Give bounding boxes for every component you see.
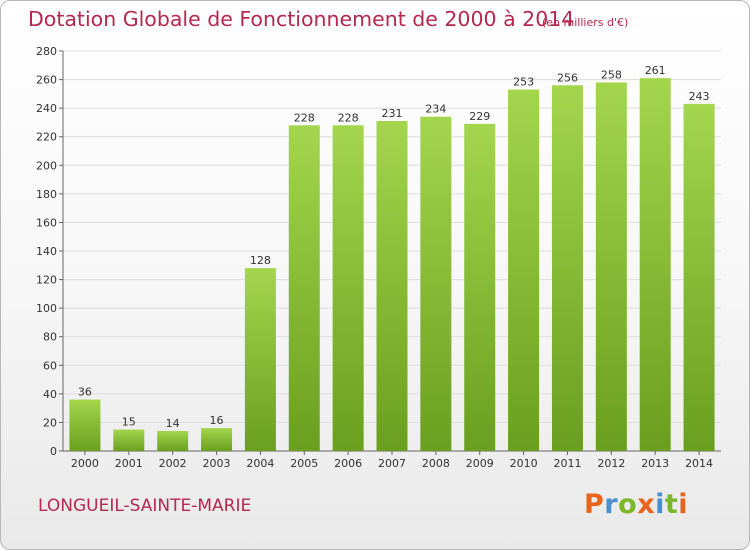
x-tick-labels: 2000 2001 2002 2003 2004 2005 2006 2007 2008 2009…	[71, 457, 713, 470]
x-tick-label: 2004	[246, 457, 274, 470]
y-tick-label: 280	[36, 45, 57, 58]
bar-2014	[683, 103, 715, 451]
data-label-2011: 256	[557, 71, 578, 84]
logo-letter: o	[618, 489, 638, 520]
data-labels: 36 15 14 16 128 228 228 231 234 229 253 256 258 261 24…	[78, 64, 710, 430]
bar-2005	[288, 125, 320, 452]
x-tick-label: 2012	[597, 457, 625, 470]
data-label-2001: 15	[122, 416, 136, 429]
data-label-2013: 261	[645, 64, 666, 77]
logo-letter: t	[664, 489, 679, 520]
data-label-2004: 128	[250, 254, 271, 267]
data-label-2000: 36	[78, 386, 92, 399]
y-tick-label: 60	[43, 359, 57, 372]
x-tick-label: 2005	[290, 457, 318, 470]
y-tick-label: 0	[50, 445, 57, 458]
bars	[69, 78, 715, 452]
bar-2012	[595, 82, 627, 451]
commune-name: LONGUEIL-SAINTE-MARIE	[38, 496, 252, 516]
x-tick-label: 2006	[334, 457, 362, 470]
y-tick-label: 200	[36, 159, 57, 172]
logo-letter: i	[655, 489, 665, 520]
x-tick-label: 2010	[510, 457, 538, 470]
logo-letter: x	[637, 489, 656, 520]
y-tick-label: 240	[36, 102, 57, 115]
proxiti-logo: Proxiti	[584, 489, 688, 520]
logo-letter: P	[584, 489, 605, 520]
y-tick-label: 220	[36, 131, 57, 144]
y-tick-label: 120	[36, 274, 57, 287]
x-tick-label: 2001	[115, 457, 143, 470]
y-tick-label: 100	[36, 302, 57, 315]
bar-2007	[376, 121, 408, 451]
y-tick-labels: 0 20 40 60 80 100 120 140 160 180 200 220 240 260 280	[36, 45, 57, 458]
bar-2006	[332, 125, 364, 452]
x-tick-label: 2002	[159, 457, 187, 470]
x-tick-label: 2014	[685, 457, 713, 470]
y-tick-label: 20	[43, 416, 57, 429]
chart-subtitle: (en milliers d'€)	[542, 16, 629, 29]
x-tick-label: 2007	[378, 457, 406, 470]
bar-2004	[244, 268, 276, 451]
data-label-2003: 16	[210, 414, 224, 427]
logo-letter: i	[678, 489, 689, 520]
y-tick-label: 160	[36, 216, 57, 229]
bar-2008	[420, 116, 452, 451]
bar-2001	[113, 429, 145, 451]
bar-2000	[69, 399, 101, 451]
x-tick-label: 2009	[466, 457, 494, 470]
x-tick-label: 2013	[641, 457, 669, 470]
bar-2009	[464, 123, 496, 451]
y-tick-label: 180	[36, 188, 57, 201]
data-label-2014: 243	[689, 90, 710, 103]
x-tick-label: 2011	[553, 457, 581, 470]
bar-2013	[639, 78, 671, 452]
x-tick-label: 2003	[203, 457, 231, 470]
y-tick-label: 40	[43, 388, 57, 401]
data-label-2005: 228	[294, 111, 315, 124]
bar-2010	[508, 89, 540, 452]
data-label-2010: 253	[513, 76, 534, 89]
y-tick-label: 80	[43, 331, 57, 344]
y-tick-label: 260	[36, 74, 57, 87]
bar-2011	[551, 85, 583, 452]
x-tick-label: 2008	[422, 457, 450, 470]
bar-2002	[157, 431, 189, 451]
chart-title: Dotation Globale de Fonctionnement de 20…	[28, 7, 575, 31]
data-label-2012: 258	[601, 68, 622, 81]
x-tick-label: 2000	[71, 457, 99, 470]
data-label-2009: 229	[469, 110, 490, 123]
logo-letter: r	[604, 489, 619, 520]
data-label-2006: 228	[338, 111, 359, 124]
data-label-2002: 14	[166, 417, 180, 430]
y-tick-label: 140	[36, 245, 57, 258]
bar-2003	[201, 428, 233, 451]
data-label-2007: 231	[382, 107, 403, 120]
data-label-2008: 234	[425, 103, 446, 116]
